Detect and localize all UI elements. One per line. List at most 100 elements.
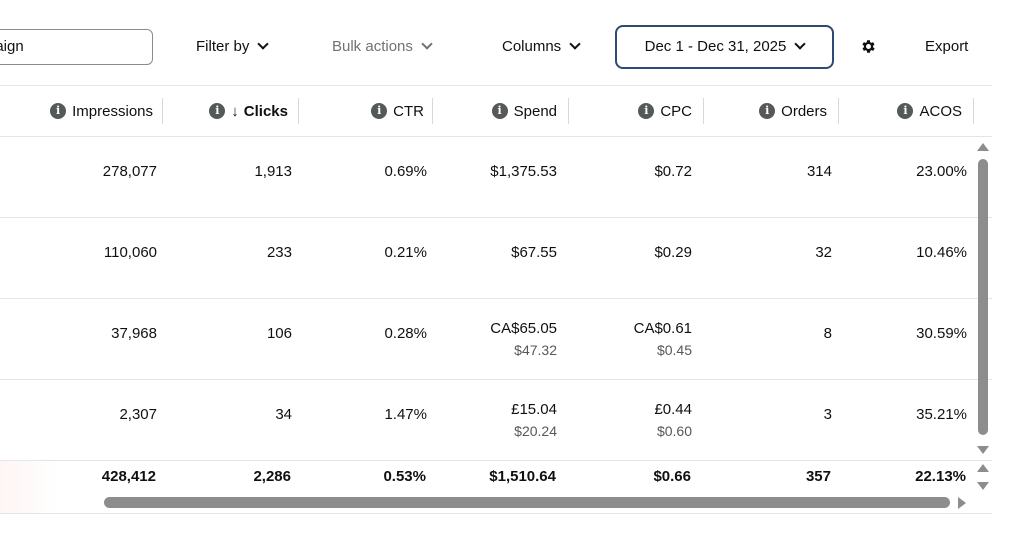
cpc-converted-value: $0.60 <box>656 423 692 439</box>
spend-header-label: Spend <box>513 102 557 120</box>
column-header-acos[interactable]: i ACOS <box>897 85 962 137</box>
orders-cell: 314 <box>806 163 832 180</box>
column-separator[interactable] <box>973 98 974 124</box>
bulk-actions-button[interactable]: Bulk actions <box>332 29 433 65</box>
columns-button[interactable]: Columns <box>502 29 581 65</box>
clicks-cell: 1,913 <box>254 163 292 180</box>
total-clicks: 2,286 <box>253 468 291 485</box>
total-spend: $1,510.64 <box>489 468 556 485</box>
column-separator[interactable] <box>432 98 433 124</box>
cpc-value: CA$0.61 <box>633 320 692 337</box>
orders-cell: 32 <box>815 244 832 261</box>
spend-converted-value: $47.32 <box>514 342 557 358</box>
chevron-down-icon <box>794 38 807 50</box>
column-header-clicks[interactable]: i ↓ Clicks <box>209 85 288 137</box>
spend-cell: £15.04 $20.24 <box>511 401 557 439</box>
info-icon[interactable]: i <box>759 103 776 119</box>
filter-by-label: Filter by <box>196 38 250 55</box>
column-header-ctr[interactable]: i CTR <box>371 85 424 137</box>
acos-header-label: ACOS <box>919 102 962 120</box>
cpc-cell: £0.44 $0.60 <box>654 401 692 439</box>
search-input[interactable]: paign <box>0 29 153 65</box>
scroll-up-arrow-icon[interactable] <box>977 464 989 472</box>
date-range-label: Dec 1 - Dec 31, 2025 <box>644 38 787 55</box>
info-icon[interactable]: i <box>638 103 655 119</box>
total-impressions: 428,412 <box>101 468 156 485</box>
gear-icon[interactable] <box>860 38 877 55</box>
impressions-cell: 110,060 <box>103 244 157 261</box>
orders-cell: 8 <box>823 325 832 342</box>
spend-cell: CA$65.05 $47.32 <box>490 320 557 358</box>
scroll-down-arrow-icon[interactable] <box>977 446 989 454</box>
horizontal-scrollbar-thumb[interactable] <box>104 497 950 508</box>
search-input-value[interactable]: paign <box>0 38 24 55</box>
chevron-down-icon <box>569 38 581 50</box>
clicks-cell: 233 <box>266 244 292 261</box>
spend-value: CA$65.05 <box>490 320 557 337</box>
acos-cell: 10.46% <box>916 244 967 261</box>
orders-header-label: Orders <box>781 102 827 120</box>
acos-cell: 35.21% <box>916 406 967 423</box>
column-separator[interactable] <box>838 98 839 124</box>
clicks-cell: 34 <box>275 406 292 423</box>
info-icon[interactable]: i <box>897 103 914 119</box>
info-icon[interactable]: i <box>50 103 67 119</box>
cpc-cell: CA$0.61 $0.45 <box>634 320 692 358</box>
impressions-cell: 37,968 <box>111 325 157 342</box>
ctr-cell: 0.28% <box>384 325 427 342</box>
date-range-button[interactable]: Dec 1 - Dec 31, 2025 <box>615 25 834 69</box>
column-header-cpc[interactable]: i CPC <box>638 85 692 137</box>
column-header-spend[interactable]: i Spend <box>491 85 557 137</box>
info-icon[interactable]: i <box>209 103 226 119</box>
impressions-header-label: Impressions <box>72 102 153 120</box>
divider <box>0 460 992 461</box>
scroll-down-arrow-icon[interactable] <box>977 482 989 490</box>
divider <box>0 379 992 380</box>
vertical-scrollbar-thumb[interactable] <box>978 159 988 435</box>
cpc-value: £0.44 <box>654 401 692 418</box>
bulk-actions-label: Bulk actions <box>332 38 413 55</box>
divider <box>0 513 992 514</box>
scroll-right-arrow-icon[interactable] <box>958 497 966 509</box>
total-cpc: $0.66 <box>653 468 691 485</box>
clicks-header-label: Clicks <box>243 102 288 120</box>
ctr-header-label: CTR <box>393 102 424 120</box>
total-ctr: 0.53% <box>383 468 426 485</box>
spend-value: £15.04 <box>511 401 557 418</box>
column-separator[interactable] <box>568 98 569 124</box>
impressions-cell: 2,307 <box>119 406 157 423</box>
toolbar: paign Filter by Bulk actions Columns Dec… <box>0 0 1013 92</box>
spend-cell: $67.55 <box>511 244 557 261</box>
info-icon[interactable]: i <box>491 103 508 119</box>
column-header-impressions[interactable]: i Impressions <box>50 85 153 137</box>
orders-cell: 3 <box>823 406 832 423</box>
chevron-down-icon <box>421 38 433 50</box>
cpc-cell: $0.72 <box>654 163 692 180</box>
divider <box>0 217 992 218</box>
total-acos: 22.13% <box>915 468 966 485</box>
column-header-orders[interactable]: i Orders <box>759 85 827 137</box>
column-separator[interactable] <box>298 98 299 124</box>
columns-label: Columns <box>502 38 562 55</box>
acos-cell: 30.59% <box>916 325 967 342</box>
divider <box>0 85 992 86</box>
ctr-cell: 1.47% <box>384 406 427 423</box>
cpc-header-label: CPC <box>660 102 692 120</box>
filter-by-button[interactable]: Filter by <box>196 29 270 65</box>
divider <box>0 136 992 137</box>
ctr-cell: 0.69% <box>384 163 427 180</box>
column-separator[interactable] <box>162 98 163 124</box>
clicks-cell: 106 <box>266 325 292 342</box>
table-header: i Impressions i ↓ Clicks i CTR i Spend i CPC i… <box>0 85 992 137</box>
spend-cell: $1,375.53 <box>490 163 557 180</box>
column-separator[interactable] <box>703 98 704 124</box>
total-orders: 357 <box>805 468 831 485</box>
cpc-converted-value: $0.45 <box>656 342 692 358</box>
export-button[interactable]: Export <box>925 38 969 55</box>
scroll-up-arrow-icon[interactable] <box>977 143 989 151</box>
impressions-cell: 278,077 <box>102 163 157 180</box>
sort-arrow-down-icon: ↓ <box>231 102 239 120</box>
divider <box>0 298 992 299</box>
acos-cell: 23.00% <box>916 163 967 180</box>
info-icon[interactable]: i <box>371 103 388 119</box>
